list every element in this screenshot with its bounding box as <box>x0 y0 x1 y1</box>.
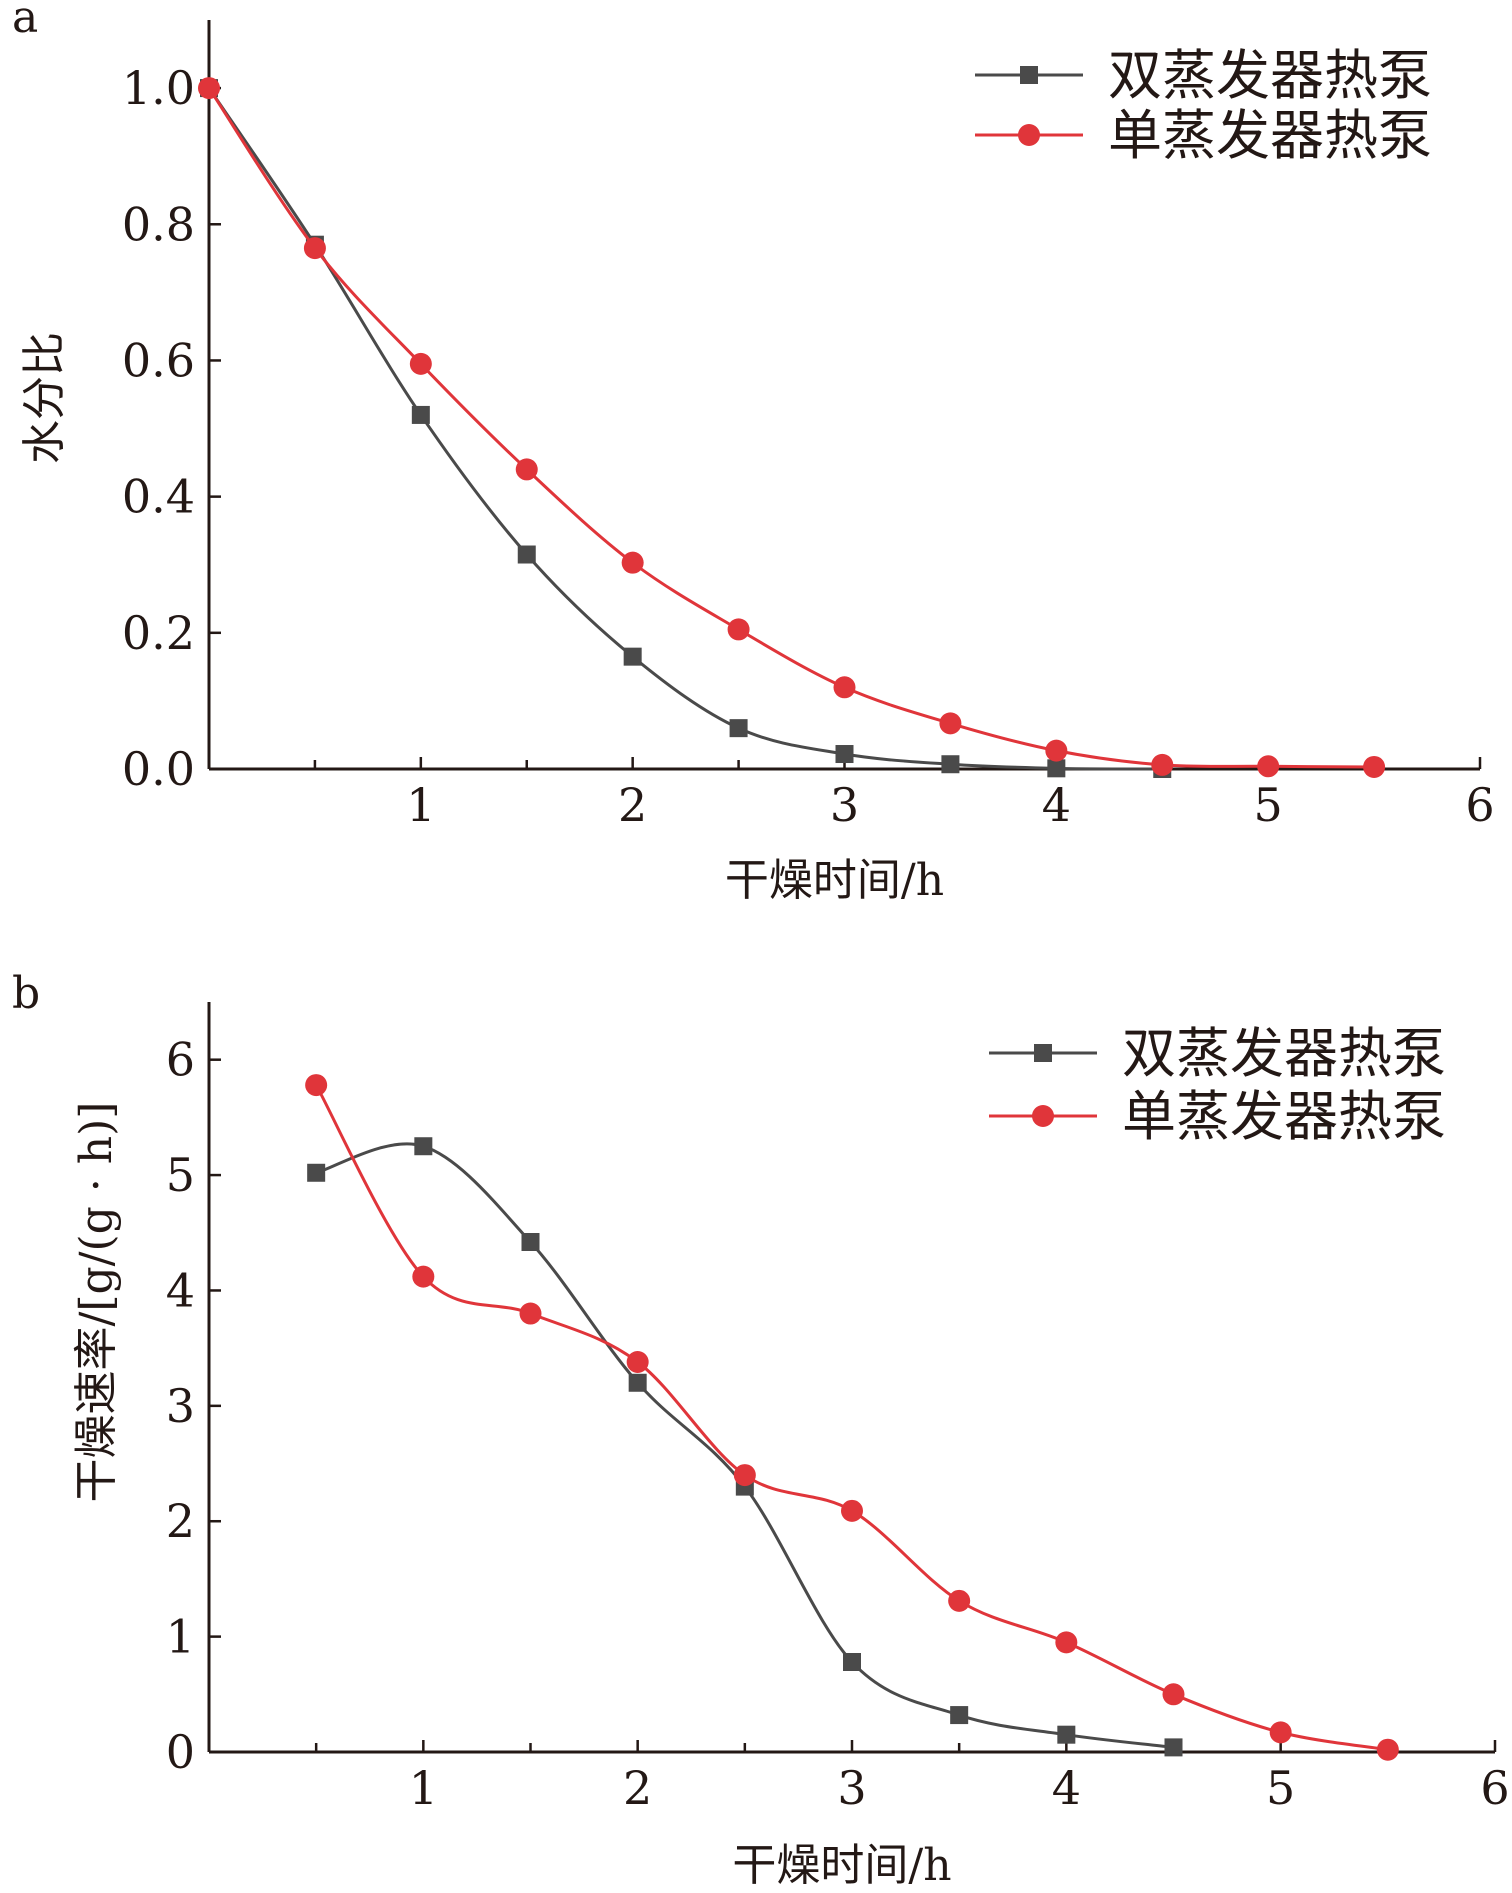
y-tick-label: 1 <box>166 1610 195 1664</box>
data-point <box>621 551 644 574</box>
legend-marker <box>1034 1044 1052 1062</box>
data-point <box>835 745 854 764</box>
data-point <box>1045 739 1068 762</box>
x-tick-label: 4 <box>1052 1761 1081 1815</box>
data-point <box>1047 759 1066 778</box>
data-point <box>628 1373 647 1392</box>
data-point <box>411 405 430 424</box>
data-point <box>623 647 642 666</box>
data-point <box>1164 1738 1183 1757</box>
chart-panel-b: b 1 2 3 4 5 6 0 1 2 3 4 5 6 干燥时间/h 干燥速率/[g/(g · h)] 双蒸发器… <box>12 968 1510 1891</box>
series-single <box>305 1074 1399 1761</box>
data-point <box>729 719 748 738</box>
y-tick-label: 0.0 <box>122 742 195 796</box>
legend-label: 单蒸发器热泵 <box>1108 104 1432 167</box>
y-tick-label: 6 <box>166 1033 195 1087</box>
x-tick-label: 3 <box>837 1761 866 1815</box>
legend-marker <box>1018 124 1040 146</box>
x-axis-label: 干燥时间/h <box>725 855 944 906</box>
data-point <box>1055 1631 1078 1654</box>
data-point <box>626 1351 649 1373</box>
panel-label: a <box>12 0 38 43</box>
x-axis-label: 干燥时间/h <box>732 1840 951 1891</box>
series-double <box>307 1137 1183 1757</box>
data-point <box>1257 755 1280 778</box>
data-point <box>414 1137 433 1156</box>
legend-entry: 单蒸发器热泵 <box>989 1085 1446 1148</box>
series-line <box>314 1084 1389 1752</box>
data-point <box>409 352 432 375</box>
series-double <box>200 79 1172 778</box>
data-point <box>733 1464 756 1487</box>
panel-label: b <box>12 968 40 1019</box>
series-single <box>198 77 1386 778</box>
data-point <box>521 1233 540 1251</box>
y-axis-label: 水分比 <box>19 332 70 464</box>
y-tick-label: 2 <box>166 1494 195 1548</box>
series-line <box>207 87 1163 771</box>
data-point <box>727 618 750 641</box>
legend-entry: 双蒸发器热泵 <box>989 1022 1446 1085</box>
legend-marker <box>1020 66 1038 84</box>
y-tick-label: 0 <box>166 1725 195 1779</box>
x-tick-label: 2 <box>618 778 647 832</box>
series-line <box>207 87 1375 769</box>
data-point <box>1151 753 1174 776</box>
y-tick-label: 1.0 <box>122 61 195 115</box>
x-tick-label: 1 <box>409 1761 438 1815</box>
y-tick-label: 4 <box>166 1263 195 1317</box>
data-point <box>950 1706 969 1725</box>
y-tick-label: 5 <box>166 1148 195 1202</box>
x-tick-label: 6 <box>1465 778 1494 832</box>
data-point <box>519 1302 542 1325</box>
data-point <box>1057 1725 1076 1744</box>
x-tick-label: 1 <box>406 778 435 832</box>
x-tick-label: 5 <box>1254 778 1283 832</box>
data-point <box>1269 1721 1292 1744</box>
legend-label: 单蒸发器热泵 <box>1122 1085 1446 1148</box>
y-tick-label: 0.2 <box>122 606 195 660</box>
data-point <box>303 237 326 260</box>
y-tick-label: 0.6 <box>122 333 195 387</box>
data-point <box>941 755 960 774</box>
data-point <box>307 1163 326 1182</box>
data-point <box>939 712 962 735</box>
legend-entry: 双蒸发器热泵 <box>975 44 1432 107</box>
x-tick-label: 6 <box>1480 1761 1509 1815</box>
data-point <box>305 1074 328 1097</box>
y-tick-label: 0.4 <box>122 470 195 524</box>
legend-label: 双蒸发器热泵 <box>1108 44 1432 107</box>
data-point <box>948 1589 971 1612</box>
data-point <box>841 1499 863 1522</box>
data-point <box>1363 755 1386 778</box>
y-tick-label: 3 <box>166 1379 195 1433</box>
x-tick-label: 3 <box>830 778 859 832</box>
y-axis-label: 干燥速率/[g/(g · h)] <box>71 1102 122 1503</box>
data-point <box>412 1265 435 1288</box>
y-tick-label: 0.8 <box>122 197 195 251</box>
chart-panel-a: a 1 2 3 4 5 6 0.0 0.2 0.4 0.6 0.8 1.0 干燥时间/h 水分比 双蒸发器热泵… <box>12 0 1495 906</box>
x-tick-label: 5 <box>1266 1761 1295 1815</box>
data-point <box>517 545 536 564</box>
x-tick-label: 2 <box>623 1761 652 1815</box>
data-point <box>198 77 220 100</box>
x-tick-label: 4 <box>1042 778 1071 832</box>
data-point <box>515 458 538 481</box>
series-line <box>315 1142 1174 1749</box>
data-point <box>1162 1683 1185 1706</box>
data-point <box>1376 1738 1399 1761</box>
legend-entry: 单蒸发器热泵 <box>975 104 1432 167</box>
legend-marker <box>1032 1105 1054 1127</box>
data-point <box>833 676 856 699</box>
legend-label: 双蒸发器热泵 <box>1122 1022 1446 1085</box>
data-point <box>843 1653 861 1671</box>
